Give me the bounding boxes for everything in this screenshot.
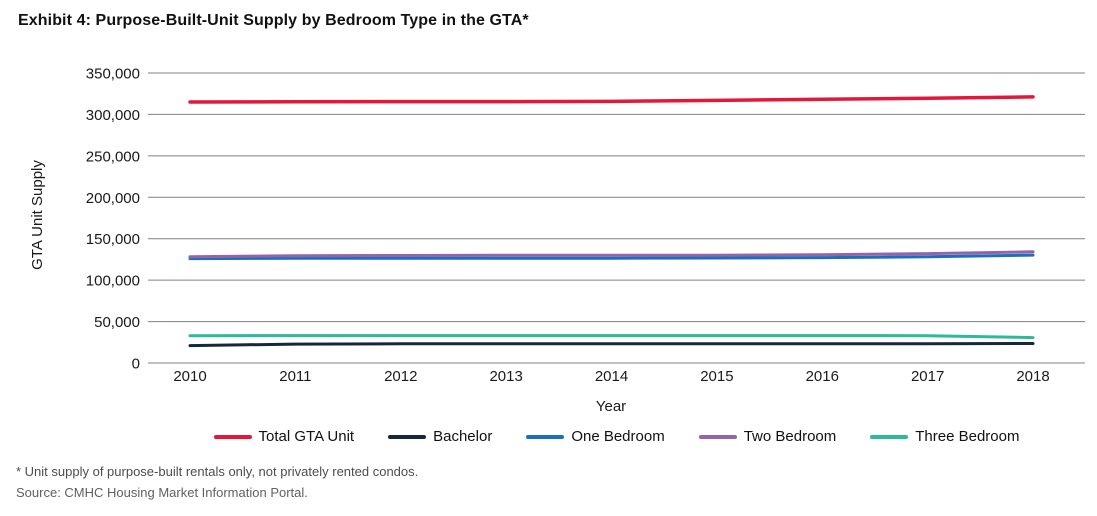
series-line-one-bedroom [188, 253, 1035, 261]
chart-plot-area: 0 50,000 100,000 150,000 200,000 250,000 300,0… [29, 66, 1085, 415]
legend-label-total-gta-unit: Total GTA Unit [258, 428, 355, 445]
legend-swatch-one-bedroom [526, 434, 565, 439]
y-tick-label: 0 [132, 356, 140, 373]
x-tick-label: 2017 [911, 368, 944, 385]
legend-swatch-bachelor [388, 434, 427, 439]
x-axis-title: Year [596, 398, 626, 415]
footnote-asterisk: * Unit supply of purpose-built rentals o… [16, 464, 419, 479]
y-tick-label: 150,000 [86, 231, 140, 248]
x-tick-label: 2011 [279, 368, 311, 385]
footnote-source: Source: CMHC Housing Market Information … [16, 485, 308, 500]
x-tick-label: 2013 [489, 368, 522, 385]
legend-item-total-gta-unit: Total GTA Unit [213, 428, 355, 445]
x-tick-label: 2018 [1016, 368, 1049, 385]
x-tick-label: 2016 [806, 368, 839, 385]
x-tick-label: 2010 [173, 368, 206, 385]
legend-label-one-bedroom: One Bedroom [571, 428, 665, 445]
x-tick-label: 2012 [384, 368, 417, 385]
series-line-bachelor [188, 342, 1035, 348]
x-tick-label: 2015 [700, 368, 733, 385]
legend-label-two-bedroom: Two Bedroom [743, 428, 837, 445]
legend-swatch-three-bedroom [870, 434, 909, 439]
legend-item-two-bedroom: Two Bedroom [698, 428, 837, 445]
y-tick-label: 200,000 [86, 190, 140, 207]
legend-item-bachelor: Bachelor [388, 428, 492, 445]
chart-legend: Total GTA Unit Bachelor One Bedroom Two Bed… [148, 428, 1085, 445]
y-tick-label: 300,000 [86, 107, 140, 124]
y-tick-label: 100,000 [86, 273, 140, 290]
y-tick-label: 50,000 [94, 314, 140, 331]
legend-item-three-bedroom: Three Bedroom [870, 428, 1019, 445]
legend-label-bachelor: Bachelor [433, 428, 493, 445]
y-tick-label: 350,000 [86, 66, 140, 83]
series-line-two-bedroom [188, 250, 1035, 259]
legend-swatch-two-bedroom [698, 434, 737, 439]
series-line-three-bedroom [188, 334, 1035, 340]
legend-swatch-total-gta-unit [213, 434, 252, 439]
chart-title: Exhibit 4: Purpose-Built-Unit Supply by … [18, 12, 529, 29]
x-tick-label: 2014 [595, 368, 628, 385]
series-line-total-gta-unit [188, 95, 1035, 104]
legend-label-three-bedroom: Three Bedroom [915, 428, 1020, 445]
legend-item-one-bedroom: One Bedroom [526, 428, 665, 445]
y-axis-title: GTA Unit Supply [29, 160, 46, 270]
y-tick-label: 250,000 [86, 148, 140, 165]
